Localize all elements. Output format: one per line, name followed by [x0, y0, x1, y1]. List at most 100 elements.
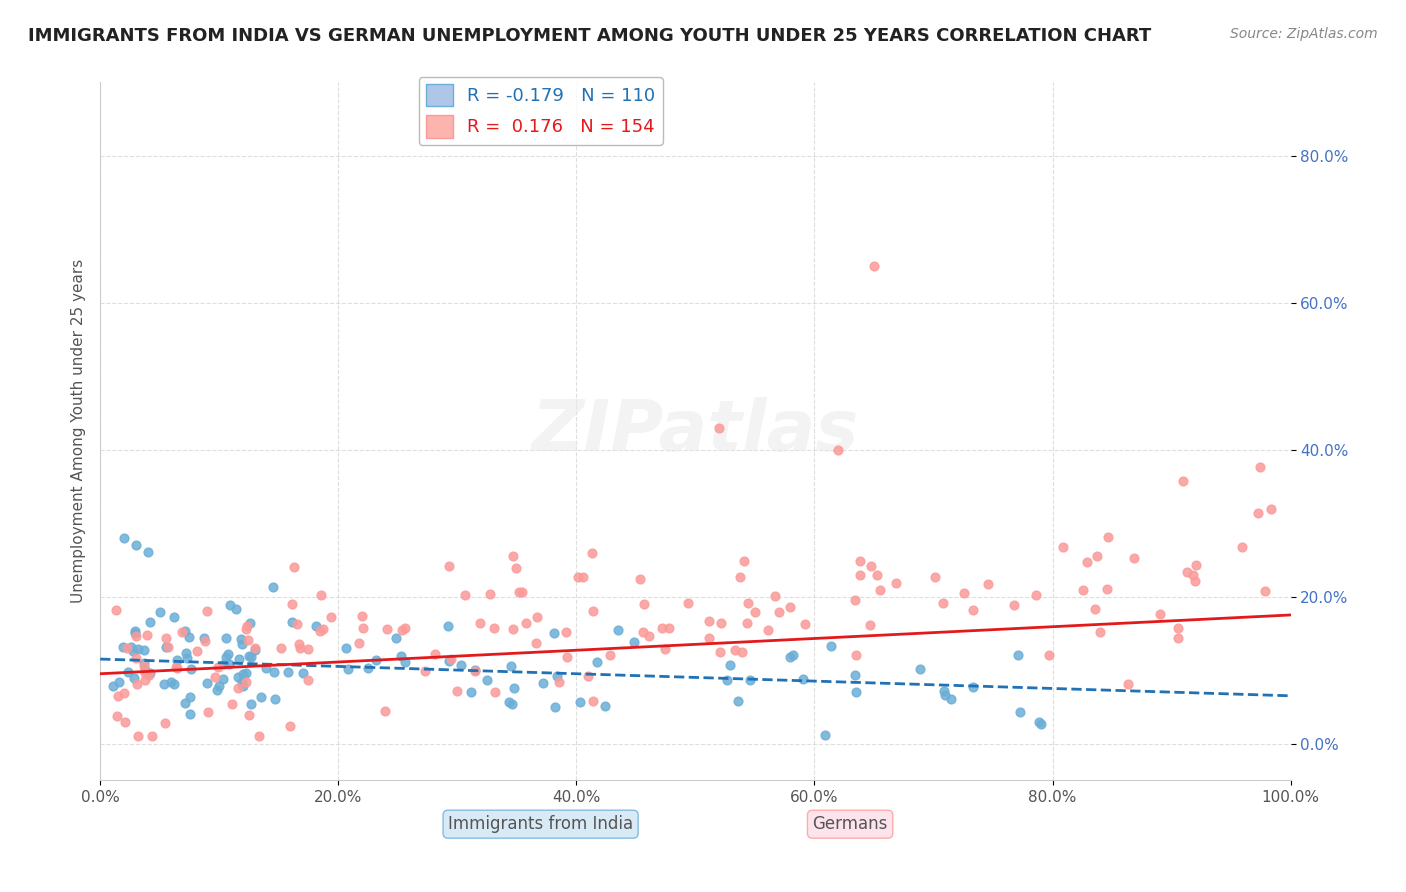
Y-axis label: Unemployment Among Youth under 25 years: Unemployment Among Youth under 25 years — [72, 259, 86, 603]
Germans — [737, 596, 759, 610]
Immigrants from India — [1028, 714, 1050, 729]
Germans — [1175, 565, 1198, 579]
Germans — [779, 600, 801, 615]
Immigrants from India — [174, 646, 197, 660]
Immigrants from India — [231, 674, 253, 689]
Immigrants from India — [250, 690, 273, 704]
Immigrants from India — [124, 625, 146, 640]
Immigrants from India — [180, 663, 202, 677]
Germans — [1097, 530, 1119, 544]
Germans — [165, 660, 187, 674]
Immigrants from India — [134, 656, 156, 670]
Immigrants from India — [228, 651, 250, 665]
Germans — [312, 622, 335, 636]
Immigrants from India — [280, 615, 302, 629]
Germans — [135, 628, 157, 642]
Germans — [932, 596, 955, 610]
Immigrants from India — [450, 657, 472, 672]
Immigrants from India — [212, 657, 235, 671]
Immigrants from India — [239, 616, 262, 631]
Immigrants from India — [543, 625, 565, 640]
Immigrants from India — [337, 662, 360, 676]
Germans — [105, 602, 128, 616]
Germans — [1247, 506, 1270, 520]
Germans — [526, 636, 548, 650]
Immigrants from India — [160, 674, 183, 689]
Immigrants from India — [263, 692, 285, 706]
Germans — [977, 577, 1000, 591]
Germans — [1116, 677, 1139, 691]
Germans — [105, 709, 128, 723]
Germans — [423, 647, 446, 661]
Germans — [125, 629, 148, 643]
Germans — [884, 575, 907, 590]
Germans — [554, 624, 576, 639]
Immigrants from India — [139, 615, 162, 630]
Immigrants from India — [544, 700, 567, 714]
Immigrants from India — [792, 672, 814, 686]
Germans — [869, 582, 891, 597]
Germans — [153, 716, 176, 731]
Immigrants from India — [228, 670, 250, 684]
Germans — [288, 640, 311, 655]
Immigrants from India — [122, 671, 145, 685]
Germans — [352, 621, 374, 635]
Germans — [478, 587, 501, 601]
Immigrants from India — [932, 683, 955, 698]
Point — [136, 545, 159, 559]
Immigrants from India — [813, 728, 835, 742]
Germans — [204, 670, 226, 684]
Germans — [1085, 549, 1108, 564]
Germans — [1182, 568, 1205, 582]
Germans — [319, 610, 342, 624]
Immigrants from India — [844, 667, 866, 681]
Germans — [221, 697, 243, 711]
Germans — [709, 645, 731, 659]
Germans — [845, 648, 868, 663]
Germans — [287, 638, 309, 652]
Germans — [848, 554, 870, 568]
Germans — [155, 632, 177, 646]
Germans — [572, 570, 595, 584]
Immigrants from India — [779, 650, 801, 665]
Immigrants from India — [934, 688, 956, 702]
Immigrants from India — [235, 666, 257, 681]
Germans — [278, 719, 301, 733]
Germans — [582, 693, 605, 707]
Text: IMMIGRANTS FROM INDIA VS GERMAN UNEMPLOYMENT AMONG YOUTH UNDER 25 YEARS CORRELAT: IMMIGRANTS FROM INDIA VS GERMAN UNEMPLOY… — [28, 27, 1152, 45]
Immigrants from India — [122, 643, 145, 657]
Germans — [440, 652, 463, 666]
Germans — [710, 616, 733, 631]
Germans — [654, 641, 676, 656]
Germans — [1232, 540, 1254, 554]
Germans — [283, 559, 305, 574]
Immigrants from India — [1007, 648, 1029, 662]
Immigrants from India — [595, 698, 617, 713]
Germans — [172, 625, 194, 640]
Immigrants from India — [239, 649, 262, 664]
Immigrants from India — [117, 665, 139, 679]
Immigrants from India — [120, 640, 142, 654]
Immigrants from India — [738, 673, 761, 687]
Germans — [1167, 631, 1189, 645]
Immigrants from India — [262, 580, 284, 594]
Germans — [633, 597, 655, 611]
Immigrants from India — [225, 602, 247, 616]
Immigrants from India — [437, 619, 460, 633]
Germans — [413, 664, 436, 678]
Immigrants from India — [389, 648, 412, 663]
Germans — [107, 689, 129, 703]
Germans — [468, 615, 491, 630]
Germans — [454, 588, 477, 602]
Immigrants from India — [108, 675, 131, 690]
Germans — [482, 621, 505, 635]
Immigrants from India — [232, 679, 254, 693]
Germans — [1184, 558, 1206, 573]
Germans — [297, 673, 319, 687]
Immigrants from India — [174, 624, 197, 639]
Germans — [375, 622, 398, 636]
Immigrants from India — [218, 599, 240, 613]
Germans — [628, 573, 651, 587]
Germans — [576, 669, 599, 683]
Immigrants from India — [179, 706, 201, 721]
